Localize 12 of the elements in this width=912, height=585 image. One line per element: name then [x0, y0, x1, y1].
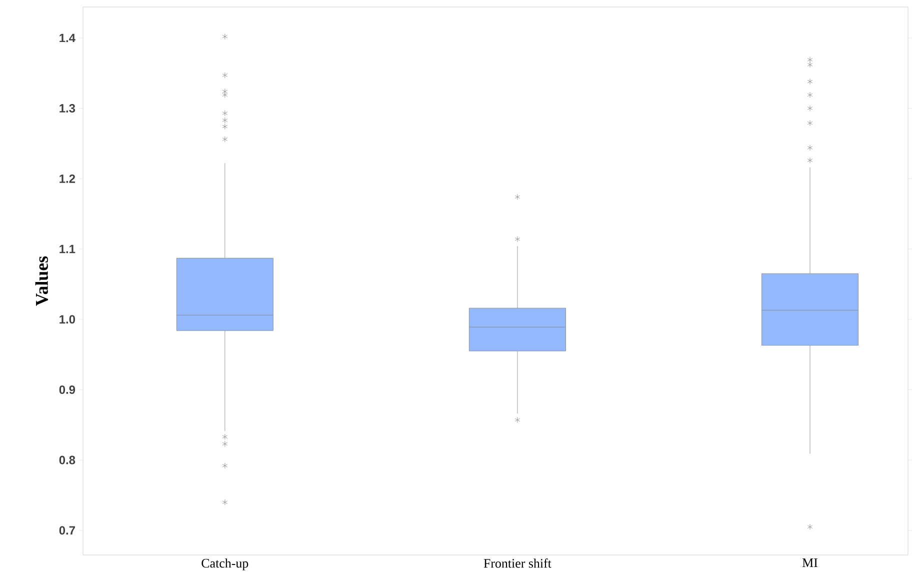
x-tick-label: Frontier shift — [484, 558, 552, 568]
y-tick-label: 1.4 — [60, 34, 76, 42]
y-tick-label: 1.2 — [60, 174, 76, 183]
y-tick-label: 0.8 — [59, 456, 76, 464]
y-tick-label: 1.1 — [60, 244, 76, 254]
x-tick-label: MI — [802, 558, 818, 567]
y-tick-label: 0.9 — [59, 385, 76, 394]
x-tick-label: Catch-up — [202, 558, 248, 570]
y-tick-label: 0.7 — [59, 526, 75, 535]
y-tick-label: 1.3 — [60, 104, 76, 113]
y-axis-title: Values — [35, 256, 48, 306]
y-tick-label: 1.0 — [60, 315, 75, 324]
